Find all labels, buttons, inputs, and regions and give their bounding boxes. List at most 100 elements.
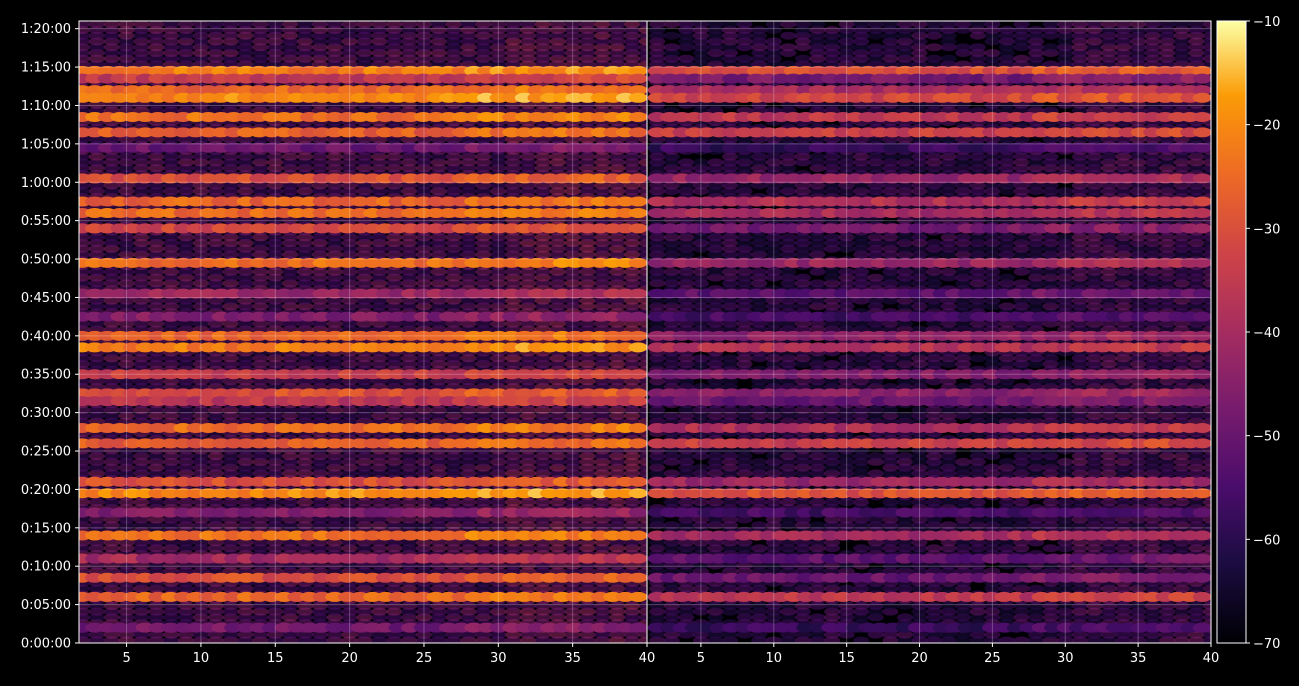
y-tick-label: 0:00:00 bbox=[21, 637, 71, 652]
band-left bbox=[72, 396, 647, 406]
colorbar-tick-label: −30 bbox=[1253, 222, 1280, 237]
band-cell bbox=[1193, 112, 1212, 122]
colorbar-tick-label: −70 bbox=[1253, 637, 1280, 652]
x-tick-label: 20 bbox=[911, 651, 928, 666]
x-tick-label: 5 bbox=[697, 651, 705, 666]
x-tick-label: 10 bbox=[193, 651, 210, 666]
band-cell bbox=[1193, 438, 1212, 448]
y-tick-label: 0:30:00 bbox=[21, 406, 71, 421]
band-right bbox=[648, 223, 1212, 233]
band-left bbox=[72, 438, 647, 448]
band-left bbox=[72, 477, 647, 487]
y-tick-label: 0:50:00 bbox=[21, 253, 71, 268]
band-right bbox=[648, 477, 1212, 487]
band-right bbox=[648, 573, 1212, 583]
band-right bbox=[648, 423, 1212, 433]
band-right bbox=[648, 554, 1212, 564]
y-tick-label: 1:15:00 bbox=[21, 61, 71, 76]
band-right bbox=[648, 623, 1212, 633]
band-right bbox=[648, 74, 1212, 84]
band-cell bbox=[629, 623, 648, 633]
band-cell bbox=[629, 342, 648, 352]
band-cell bbox=[629, 507, 648, 517]
x-tick-label: 35 bbox=[1130, 651, 1147, 666]
band-cell bbox=[1193, 223, 1212, 233]
y-tick-label: 0:45:00 bbox=[21, 291, 71, 306]
x-tick-label: 30 bbox=[1057, 651, 1074, 666]
x-tick-label: 5 bbox=[122, 651, 130, 666]
y-tick-label: 0:35:00 bbox=[21, 368, 71, 383]
band-right bbox=[648, 592, 1212, 602]
band-cell bbox=[1193, 342, 1212, 352]
band-cell bbox=[1193, 573, 1212, 583]
band-left bbox=[72, 342, 647, 352]
x-tick-label: 15 bbox=[267, 651, 284, 666]
band-cell bbox=[629, 127, 648, 137]
band-right bbox=[648, 93, 1212, 103]
band-left bbox=[72, 223, 647, 233]
colorbar-tick-label: −20 bbox=[1253, 119, 1280, 134]
y-tick-label: 0:40:00 bbox=[21, 329, 71, 344]
band-right bbox=[648, 507, 1212, 517]
colorbar-tick-label: −40 bbox=[1253, 326, 1280, 341]
band-left bbox=[72, 530, 647, 540]
band-cell bbox=[629, 423, 648, 433]
band-cell bbox=[629, 208, 648, 218]
band-right bbox=[648, 127, 1212, 137]
x-tick-label: 30 bbox=[490, 651, 507, 666]
y-tick-label: 0:25:00 bbox=[21, 445, 71, 460]
band-left bbox=[72, 554, 647, 564]
band-right bbox=[648, 312, 1212, 322]
band-cell bbox=[629, 396, 648, 406]
band-right bbox=[648, 342, 1212, 352]
band-left bbox=[72, 196, 647, 206]
band-cell bbox=[629, 74, 648, 84]
band-left bbox=[72, 208, 647, 218]
band-cell bbox=[1193, 554, 1212, 564]
band-cell bbox=[629, 554, 648, 564]
band-cell bbox=[1193, 196, 1212, 206]
band-cell bbox=[629, 530, 648, 540]
colorbar-tick-label: −50 bbox=[1253, 430, 1280, 445]
band-left bbox=[72, 507, 647, 517]
band-cell bbox=[629, 573, 648, 583]
band-cell bbox=[629, 592, 648, 602]
colorbar-tick-label: −60 bbox=[1253, 533, 1280, 548]
band-left bbox=[72, 623, 647, 633]
colorbar-tick-label: −10 bbox=[1253, 15, 1280, 30]
band-left bbox=[72, 592, 647, 602]
band-cell bbox=[629, 312, 648, 322]
band-cell bbox=[629, 477, 648, 487]
band-cell bbox=[1193, 396, 1212, 406]
band-cell bbox=[1193, 93, 1212, 103]
y-tick-label: 0:05:00 bbox=[21, 598, 71, 613]
y-tick-label: 1:05:00 bbox=[21, 137, 71, 152]
x-tick-label: 40 bbox=[639, 651, 656, 666]
y-tick-label: 1:10:00 bbox=[21, 99, 71, 114]
band-cell bbox=[1193, 312, 1212, 322]
band-right bbox=[648, 530, 1212, 540]
band-cell bbox=[629, 196, 648, 206]
band-right bbox=[648, 208, 1212, 218]
band-left bbox=[72, 312, 647, 322]
band-right bbox=[648, 196, 1212, 206]
y-tick-label: 0:10:00 bbox=[21, 560, 71, 575]
band-right bbox=[648, 396, 1212, 406]
band-cell bbox=[1193, 623, 1212, 633]
x-tick-label: 25 bbox=[416, 651, 433, 666]
band-cell bbox=[629, 112, 648, 122]
band-left bbox=[72, 127, 647, 137]
band-cell bbox=[1193, 592, 1212, 602]
band-cell bbox=[1193, 74, 1212, 84]
band-left bbox=[72, 573, 647, 583]
band-cell bbox=[1193, 208, 1212, 218]
x-tick-label: 10 bbox=[766, 651, 783, 666]
y-tick-label: 1:20:00 bbox=[21, 22, 71, 37]
y-tick-label: 1:00:00 bbox=[21, 176, 71, 191]
x-tick-label: 20 bbox=[341, 651, 358, 666]
x-tick-label: 25 bbox=[984, 651, 1001, 666]
band-right bbox=[648, 112, 1212, 122]
band-cell bbox=[1193, 530, 1212, 540]
band-cell bbox=[1193, 477, 1212, 487]
